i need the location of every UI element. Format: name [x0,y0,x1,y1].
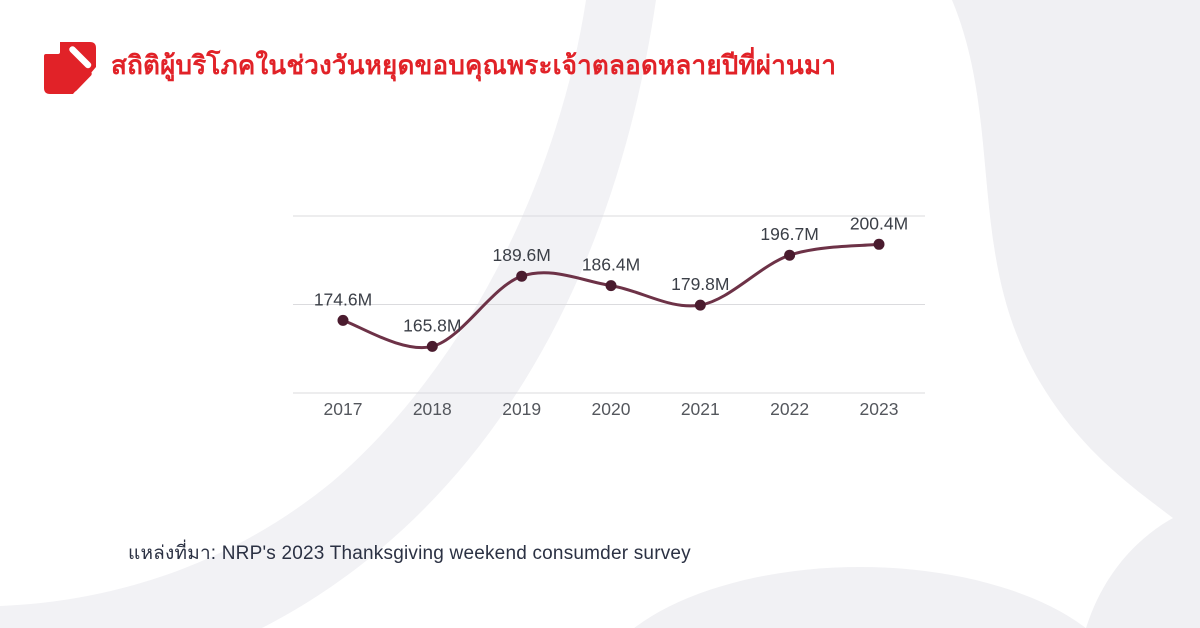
data-point-marker [337,314,349,326]
data-point-label: 200.4M [850,213,908,233]
data-point-marker [426,340,438,352]
data-point-marker [605,280,617,292]
data-point-label: 196.7M [760,224,818,244]
brand-logo-slash-top [69,46,92,69]
x-axis-label: 2022 [770,399,809,419]
header: สถิติผู้บริโภคในช่วงวันหยุดขอบคุณพระเจ้า… [44,42,836,94]
data-point-label: 189.6M [493,245,551,265]
data-point-marker [516,270,528,282]
data-point-label: 186.4M [582,255,640,275]
data-point-marker [784,249,796,261]
source-attribution: แหล่งที่มา: NRP's 2023 Thanksgiving week… [128,543,691,564]
data-point-label: 179.8M [671,274,729,294]
page-title: สถิติผู้บริโภคในช่วงวันหยุดขอบคุณพระเจ้า… [111,49,837,80]
x-axis-label: 2017 [324,399,363,419]
x-axis-label: 2023 [860,399,899,419]
data-point-marker [873,238,885,250]
brand-logo-slash-bottom [70,70,92,92]
data-point-marker [694,299,706,311]
x-axis-label: 2018 [413,399,452,419]
x-axis-label: 2019 [502,399,541,419]
data-point-label: 174.6M [314,289,372,309]
data-point-label: 165.8M [403,315,461,335]
x-axis-label: 2021 [681,399,720,419]
brand-logo-icon [44,42,96,94]
x-axis-label: 2020 [592,399,631,419]
